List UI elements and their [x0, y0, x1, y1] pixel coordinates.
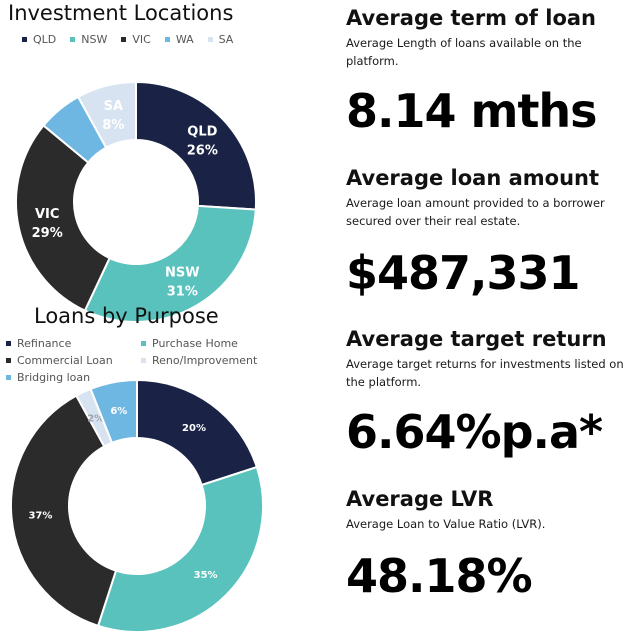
legend-swatch — [70, 37, 76, 42]
stat-value: 8.14 mths — [346, 84, 598, 138]
legend-label: NSW — [81, 33, 108, 46]
legend-label: Bridging loan — [17, 371, 91, 384]
slice-label-refinance: 20% — [182, 423, 206, 434]
legend-swatch — [141, 358, 146, 363]
legend-item-qld: QLD — [22, 33, 56, 46]
slice-label-vic: VIC 29% — [32, 207, 63, 241]
legend-swatch — [121, 37, 127, 42]
stat-value: 6.64%p.a* — [346, 405, 603, 459]
legend-label: VIC — [132, 33, 151, 46]
slice-label-bridging-loan: 6% — [110, 406, 127, 417]
legend-label: WA — [175, 33, 194, 46]
investment-locations-donut: QLD 26% NSW 31% VIC 29% SA 8% — [15, 80, 257, 323]
legend-label: Reno/Improvement — [152, 354, 258, 367]
legend-label: Purchase Home — [152, 337, 238, 350]
stat-description: Average Length of loans available on the… — [346, 36, 582, 68]
slice-label-commercial-loan: 37% — [28, 510, 52, 521]
legend-swatch — [141, 341, 146, 346]
stat-description: Average Loan to Value Ratio (LVR). — [346, 517, 546, 531]
investment-locations-legend: QLD NSW VIC WA SA — [22, 33, 233, 46]
legend-label: SA — [218, 33, 234, 46]
legend-item-reno-improvement: Reno/Improvement — [141, 354, 276, 367]
legend-swatch — [22, 37, 27, 42]
slice-vic — [15, 124, 111, 312]
stat-average-target-return: Average target return Average target ret… — [346, 327, 636, 459]
legend-item-commercial-loan: Commercial Loan — [6, 354, 141, 367]
stat-value: $487,331 — [346, 246, 581, 300]
legend-item-refinance: Refinance — [6, 337, 141, 350]
legend-swatch — [6, 375, 11, 380]
slice-label-nsw: NSW 31% — [165, 265, 200, 299]
slice-commercial-loan — [10, 394, 118, 628]
stat-heading: Average loan amount — [346, 166, 600, 190]
loans-by-purpose-donut: 20% 35% 37% 2% 6% — [10, 378, 264, 633]
stat-heading: Average LVR — [346, 487, 494, 511]
legend-swatch — [6, 358, 11, 363]
slice-nsw — [83, 204, 257, 323]
legend-item-sa: SA — [207, 33, 234, 46]
slice-qld — [135, 80, 257, 211]
legend-item-vic: VIC — [121, 33, 151, 46]
legend-swatch — [6, 341, 11, 346]
stat-description: Average loan amount provided to a borrow… — [346, 196, 605, 228]
loans-by-purpose-title: Loans by Purpose — [34, 304, 219, 328]
slice-sa — [76, 80, 137, 150]
stat-average-lvr: Average LVR Average Loan to Value Ratio … — [346, 487, 636, 603]
slice-label-reno-improvement: 2% — [87, 414, 104, 425]
legend-label: Refinance — [17, 337, 72, 350]
stat-average-loan-amount: Average loan amount Average loan amount … — [346, 166, 636, 300]
legend-label: QLD — [33, 33, 57, 46]
slice-purchase-home — [96, 465, 264, 633]
stat-value: 48.18% — [346, 549, 533, 603]
loans-by-purpose-legend: Refinance Purchase Home Commercial Loan Ren… — [6, 337, 276, 384]
investment-locations-title: Investment Locations — [8, 1, 234, 25]
stat-heading: Average term of loan — [346, 6, 597, 30]
slice-bridging-loan — [89, 378, 138, 445]
legend-item-purchase-home: Purchase Home — [141, 337, 276, 350]
legend-item-wa: WA — [164, 33, 194, 46]
slice-label-purchase-home: 35% — [194, 570, 218, 581]
legend-swatch — [164, 37, 170, 42]
stat-description: Average target returns for investments l… — [346, 357, 624, 389]
stat-heading: Average target return — [346, 327, 607, 351]
legend-swatch — [207, 37, 213, 42]
slice-label-qld: QLD 26% — [187, 125, 218, 159]
legend-item-bridging-loan: Bridging loan — [6, 371, 141, 384]
stat-average-term: Average term of loan Average Length of l… — [346, 6, 636, 138]
legend-label: Commercial Loan — [17, 354, 113, 367]
legend-item-nsw: NSW — [70, 33, 107, 46]
slice-label-sa: SA 8% — [102, 99, 124, 133]
